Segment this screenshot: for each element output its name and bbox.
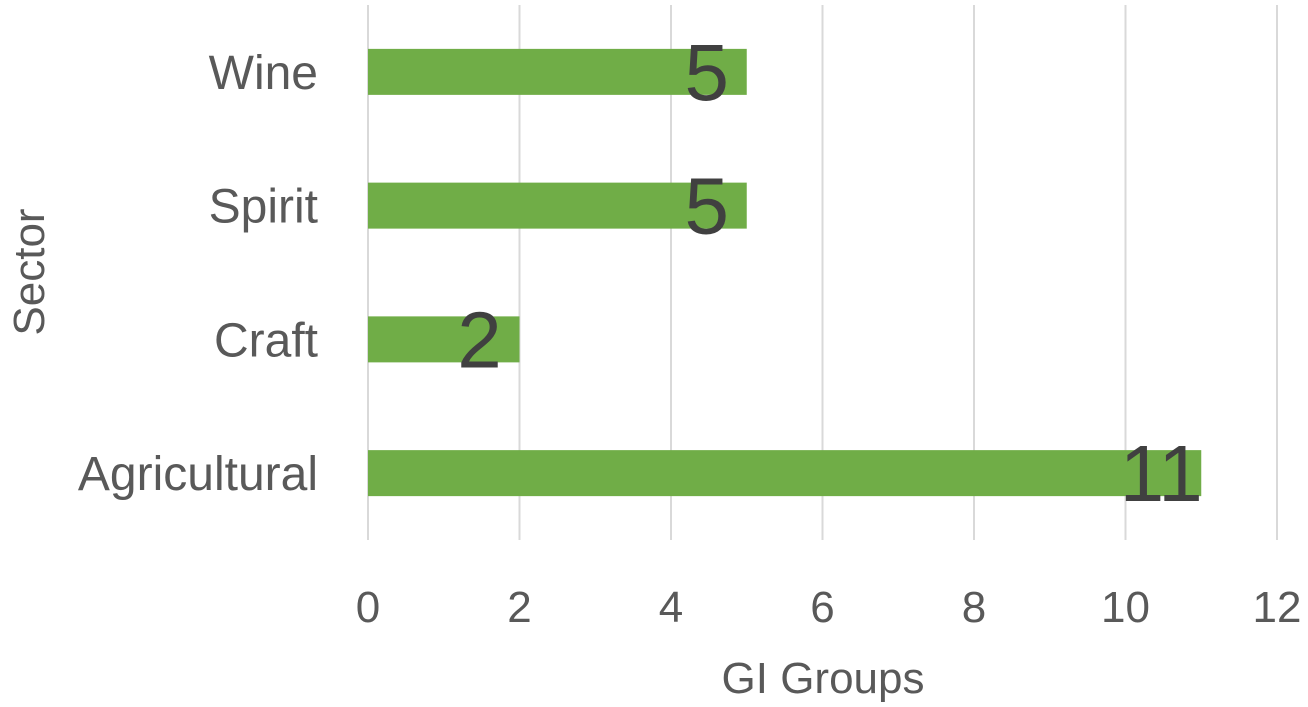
y-category-label: Spirit [209,181,318,234]
data-labels: 5 5 2 11 [457,28,1203,518]
x-tick-label: 4 [659,583,683,632]
x-axis-ticks: 0 2 4 6 8 10 12 [356,583,1302,632]
x-tick-label: 2 [507,583,531,632]
x-axis-title: GI Groups [722,654,925,703]
y-category-label: Wine [209,47,318,100]
y-category-label: Craft [214,314,318,367]
x-tick-label: 0 [356,583,380,632]
y-axis-title: Sector [5,208,54,335]
y-category-label: Agricultural [78,448,318,501]
x-tick-label: 6 [810,583,834,632]
x-tick-label: 8 [962,583,986,632]
data-label: 5 [685,162,730,251]
y-axis-categories: Wine Spirit Craft Agricultural [78,47,318,501]
data-label: 11 [1120,429,1203,518]
x-tick-label: 12 [1253,583,1302,632]
bars [368,49,1201,496]
bar [368,450,1201,496]
data-label: 2 [457,295,502,384]
data-label: 5 [685,28,730,117]
x-tick-label: 10 [1101,583,1150,632]
